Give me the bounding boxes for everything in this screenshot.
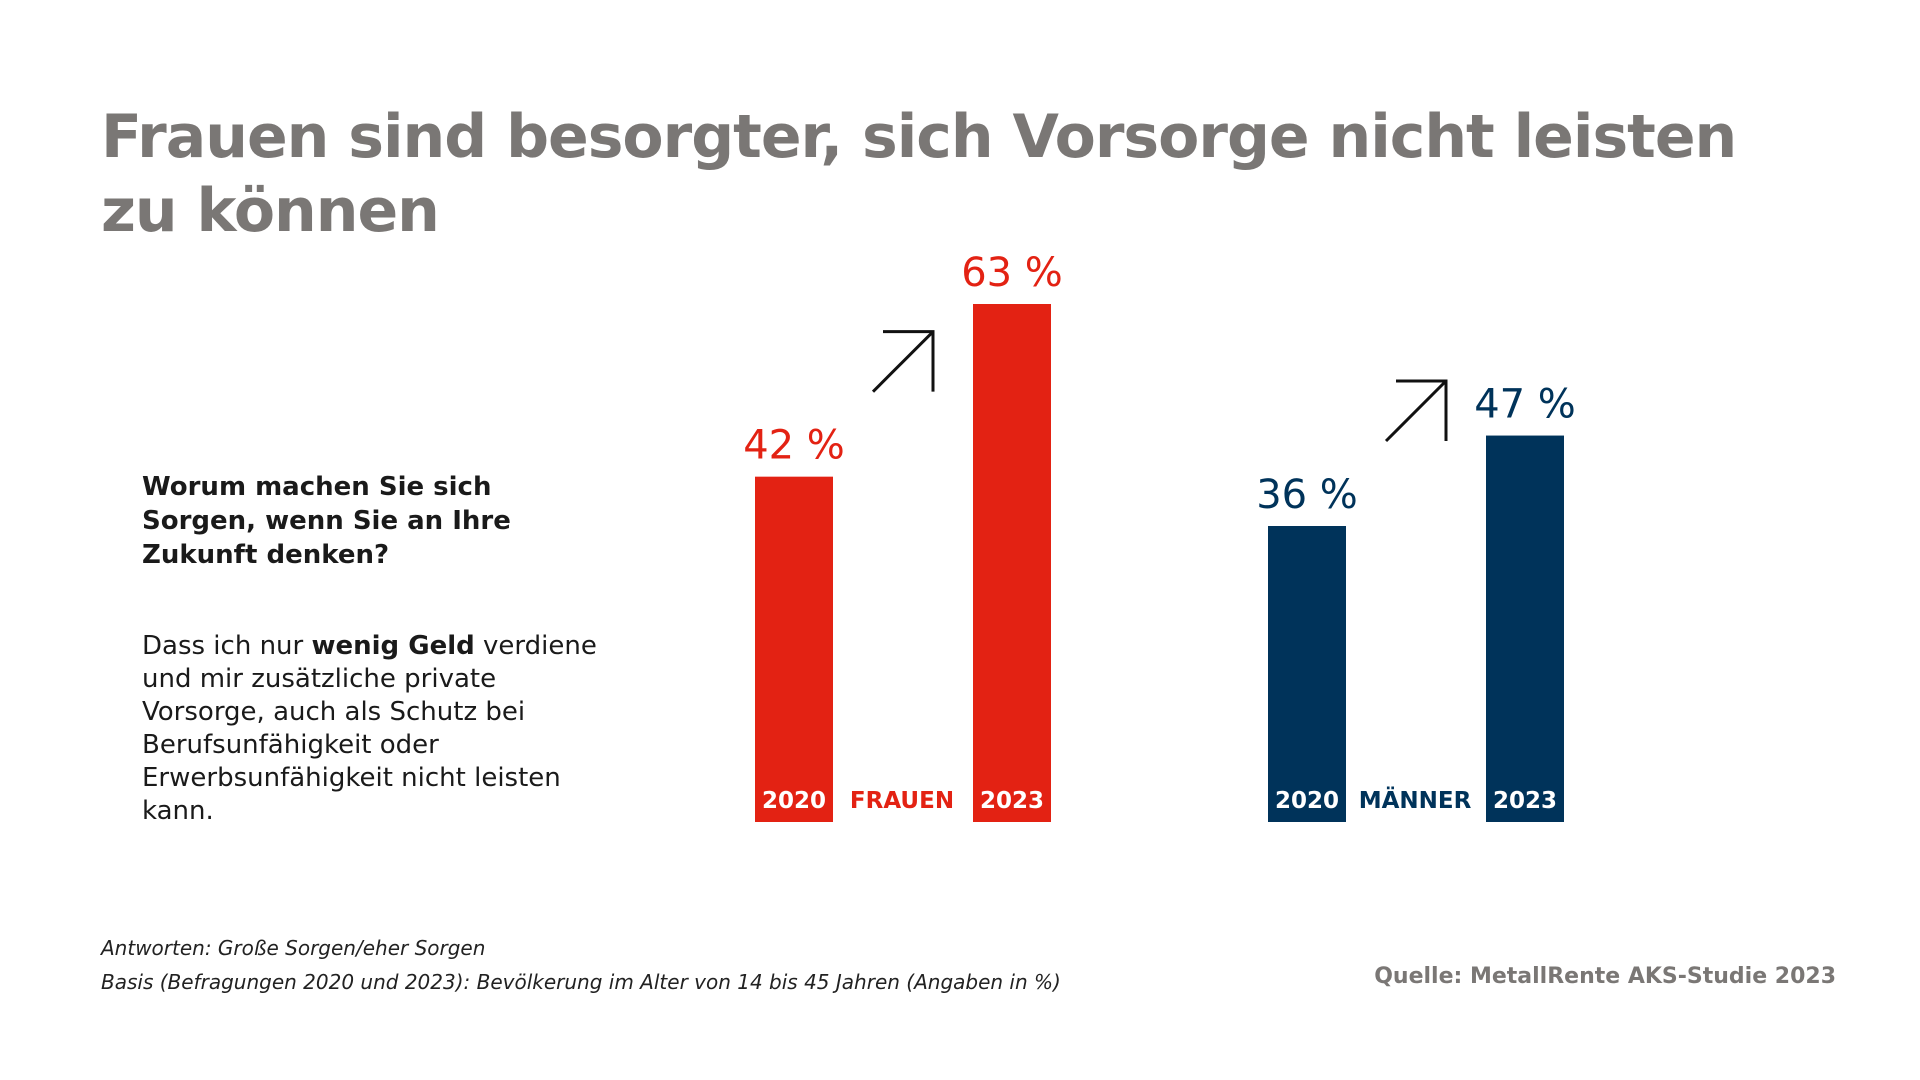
bar-value-label: 47 %	[1474, 382, 1576, 428]
bar-frauen-2020	[755, 476, 833, 822]
trend-arrow-head-icon	[883, 330, 935, 392]
bar-year-label: 2020	[1275, 788, 1339, 814]
answer-text-pre: Dass ich nur	[142, 631, 312, 661]
bar-männer-2023	[1486, 435, 1564, 822]
bar-year-label: 2020	[762, 788, 826, 814]
bar-value-label: 63 %	[961, 250, 1063, 296]
survey-question: Worum machen Sie sich Sorgen, wenn Sie a…	[142, 472, 511, 570]
answer-text-bold: wenig Geld	[311, 631, 475, 661]
bar-value-label: 42 %	[743, 423, 845, 469]
group-label: MÄNNER	[1359, 786, 1472, 814]
trend-arrow-head-icon	[1396, 379, 1448, 441]
survey-answer: Dass ich nur wenig Geld verdiene und mir…	[142, 630, 602, 828]
page-title: Frauen sind besorgter, sich Vorsorge nic…	[101, 102, 1737, 246]
bar-year-label: 2023	[1493, 788, 1557, 814]
bar-year-label: 2023	[980, 788, 1044, 814]
footnote-answers: Antworten: Große Sorgen/eher Sorgen	[101, 936, 486, 960]
group-label: FRAUEN	[850, 788, 954, 814]
bar-value-label: 36 %	[1256, 472, 1358, 518]
bar-männer-2020	[1268, 526, 1346, 822]
source-label: Quelle: MetallRente AKS-Studie 2023	[1374, 964, 1836, 989]
answer-text-post: verdiene und mir zusätzliche private Vor…	[142, 631, 597, 826]
trend-arrow-icon	[871, 330, 935, 393]
trend-arrow-icon	[1384, 379, 1448, 443]
footnote-basis: Basis (Befragungen 2020 und 2023): Bevöl…	[101, 970, 1061, 994]
bar-frauen-2023	[973, 304, 1051, 822]
